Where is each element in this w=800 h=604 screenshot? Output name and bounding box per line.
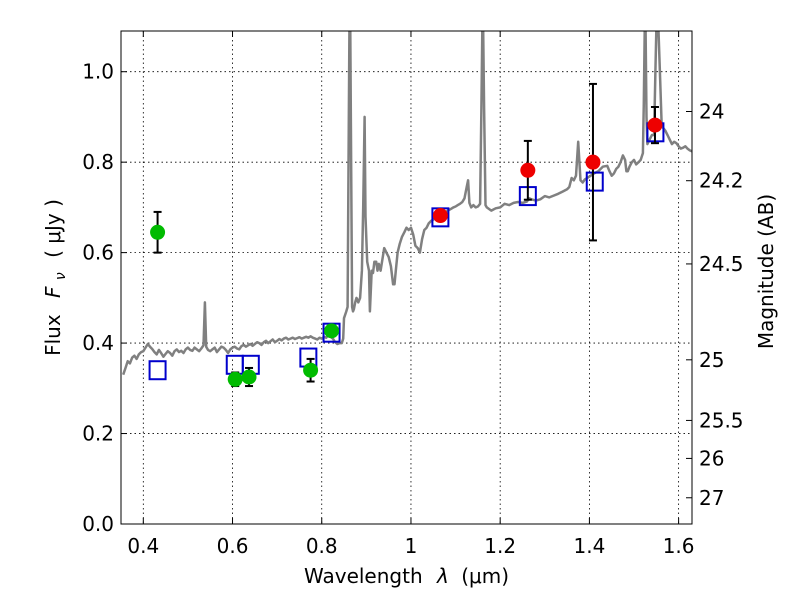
right-tick-label: 25 (699, 348, 724, 372)
x-axis-label-name: Wavelength (304, 564, 423, 588)
optical-photometry-point (303, 362, 319, 378)
nir-photometry-point (647, 117, 663, 133)
nir-photometry-point (432, 208, 448, 224)
y-tick-label: 0.6 (82, 241, 114, 265)
right-tick-label: 24.5 (699, 252, 744, 276)
right-tick-label: 24.2 (699, 169, 744, 193)
x-tick-label: 0.8 (306, 534, 338, 558)
x-tick-label: 0.4 (127, 534, 159, 558)
right-tick-label: 24 (699, 100, 724, 124)
right-tick-label: 25.5 (699, 408, 744, 432)
axis-ticks: 0.4 0.6 0.8 1 1.2 1.4 1.6 0.0 0.2 0.4 0.6 0.8 1.0 24 2… (82, 31, 744, 558)
model-photometry-square (225, 354, 244, 375)
y-tick-label: 0.8 (82, 150, 114, 174)
y-axis-label-subscript: ν (53, 272, 69, 280)
y-axis-label-unit: ( μJy ) (41, 199, 65, 258)
y-tick-label: 1.0 (82, 60, 114, 84)
optical-photometry-point (241, 369, 257, 385)
right-axis-label: Magnitude (AB) (754, 194, 778, 349)
optical-photometry-point (227, 371, 243, 387)
x-tick-label: 1.6 (663, 534, 695, 558)
template-spectrum-line (122, 31, 692, 376)
x-axis-label-unit: (μm) (461, 564, 509, 588)
nir-photometry-point (585, 154, 601, 170)
x-tick-label: 1 (405, 534, 418, 558)
right-tick-label: 26 (699, 446, 724, 470)
x-tick-label: 1.2 (484, 534, 516, 558)
optical-photometry-point (324, 323, 340, 339)
right-tick-label: 27 (699, 486, 724, 510)
y-axis-label-symbol: F (41, 286, 65, 298)
plot-frame (120, 30, 693, 525)
y-tick-label: 0.0 (82, 512, 114, 536)
nir-photometry-point (520, 162, 536, 178)
photometry-markers-layer (148, 82, 665, 388)
template-spectrum-layer (122, 31, 692, 376)
grid-lines (121, 31, 692, 524)
y-axis-label-name: Flux (41, 314, 65, 356)
y-axis-label: Flux F ν ( μJy ) (41, 199, 70, 356)
model-photometry-square (585, 171, 604, 192)
model-photometry-square (148, 360, 167, 381)
y-tick-label: 0.2 (82, 422, 114, 446)
x-tick-label: 1.4 (573, 534, 605, 558)
x-tick-label: 0.6 (217, 534, 249, 558)
y-tick-label: 0.4 (82, 331, 114, 355)
x-axis-label: Wavelength λ (μm) (304, 564, 509, 588)
x-axis-label-symbol: λ (436, 564, 449, 588)
optical-photometry-point (150, 224, 166, 240)
